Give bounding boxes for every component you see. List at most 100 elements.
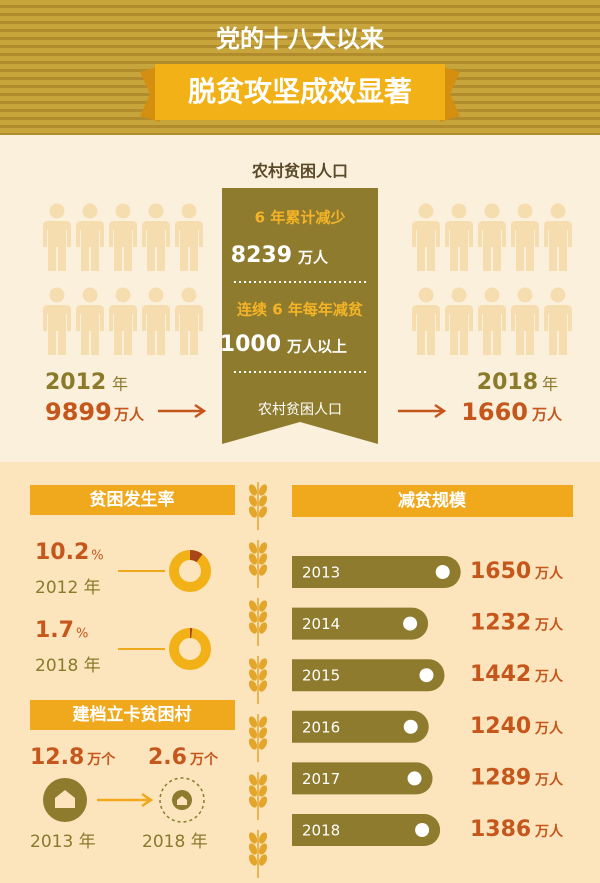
grain <box>248 564 258 576</box>
grain <box>258 658 268 670</box>
grain <box>258 495 268 507</box>
grain <box>258 553 268 565</box>
grain <box>248 832 258 844</box>
grain <box>248 727 258 739</box>
grain <box>258 611 268 623</box>
grain <box>258 622 268 634</box>
grain <box>248 716 258 728</box>
bar-unit: 万人 <box>534 823 564 840</box>
heading-box <box>30 700 235 730</box>
grain <box>258 506 268 518</box>
village-year: 2013 年 <box>30 832 96 852</box>
village-unit: 万个 <box>189 751 219 768</box>
unit: 万人 <box>531 406 563 424</box>
year: 2012 <box>45 370 106 395</box>
bar-year: 2017 <box>302 770 340 788</box>
bar-year: 2018 <box>302 822 340 840</box>
grain <box>258 796 268 808</box>
rate-year: 2012 年 <box>35 578 101 598</box>
bar-year: 2016 <box>302 718 340 736</box>
heading: 贫困发生率 <box>89 489 175 510</box>
grain <box>248 600 258 612</box>
bar-dot <box>407 771 422 786</box>
bar-dot <box>415 823 430 837</box>
grain <box>258 564 268 576</box>
bar <box>292 710 429 743</box>
panel-unit: 万人以上 <box>286 338 347 356</box>
rate-unit: % <box>76 627 88 642</box>
arrow <box>97 792 154 808</box>
bar <box>292 762 433 795</box>
grain <box>248 553 258 565</box>
bar-value: 1289 <box>470 765 531 790</box>
value: 1660 <box>461 398 528 426</box>
house <box>55 790 75 808</box>
bar-year: 2015 <box>302 667 340 685</box>
grain <box>258 600 268 612</box>
panel-unit: 万人 <box>297 249 329 267</box>
bar <box>292 814 441 846</box>
panel-footer: 农村贫困人口 <box>258 402 342 418</box>
bar-dot <box>403 616 418 631</box>
bar <box>292 556 461 588</box>
grain <box>258 832 268 844</box>
bar <box>292 659 445 692</box>
bar <box>292 607 429 640</box>
grain <box>258 854 268 866</box>
village-year: 2018 年 <box>142 832 208 852</box>
donut-segment <box>189 550 203 563</box>
grain <box>248 669 258 681</box>
rate-value: 1.7 <box>35 618 74 643</box>
grain <box>258 542 268 554</box>
value: 9899 <box>45 398 112 426</box>
rate-unit: % <box>91 549 103 564</box>
grain <box>248 680 258 692</box>
grain <box>258 774 268 786</box>
bar-dot <box>403 719 418 734</box>
grain <box>248 774 258 786</box>
bar-value: 1240 <box>470 714 531 739</box>
year-unit: 年 <box>542 375 558 394</box>
banner <box>155 64 445 120</box>
title: 党的十八大以来 <box>216 25 385 53</box>
grain <box>248 738 258 750</box>
grain <box>248 796 258 808</box>
arrow <box>398 403 447 419</box>
unit: 万人 <box>113 406 145 424</box>
panel-label: 6 年累计减少 <box>255 209 346 227</box>
panel-label: 连续 6 年每年减贫 <box>237 301 364 319</box>
bar-value: 1650 <box>470 559 531 584</box>
section-title: 农村贫困人口 <box>251 162 348 181</box>
village-icon <box>159 777 205 823</box>
center-panel <box>222 188 378 444</box>
bar-dot <box>419 668 434 683</box>
grain <box>248 622 258 634</box>
year-unit: 年 <box>112 375 128 394</box>
grain <box>248 542 258 554</box>
grain <box>258 484 268 496</box>
bar-value: 1232 <box>470 611 531 636</box>
grain <box>248 611 258 623</box>
heading: 建档立卡贫困村 <box>73 704 192 725</box>
bar-unit: 万人 <box>534 668 564 685</box>
arrow <box>158 403 207 419</box>
panel-value: 8239 <box>231 243 292 268</box>
bar-unit: 万人 <box>534 617 564 634</box>
village-value: 2.6 <box>148 745 187 770</box>
rate-value: 10.2 <box>35 540 89 565</box>
grain <box>248 785 258 797</box>
grain <box>258 680 268 692</box>
bar-unit: 万人 <box>534 565 564 582</box>
bar-year: 2013 <box>302 564 340 582</box>
bar-dot <box>435 565 450 579</box>
grain <box>248 658 258 670</box>
bar-year: 2014 <box>302 615 340 633</box>
village-value: 12.8 <box>30 745 84 770</box>
bar-value: 1442 <box>470 662 531 687</box>
grain <box>258 716 268 728</box>
rate-year: 2018 年 <box>35 656 101 676</box>
heading-box <box>30 485 235 515</box>
house <box>177 796 187 805</box>
bar-unit: 万人 <box>534 720 564 737</box>
